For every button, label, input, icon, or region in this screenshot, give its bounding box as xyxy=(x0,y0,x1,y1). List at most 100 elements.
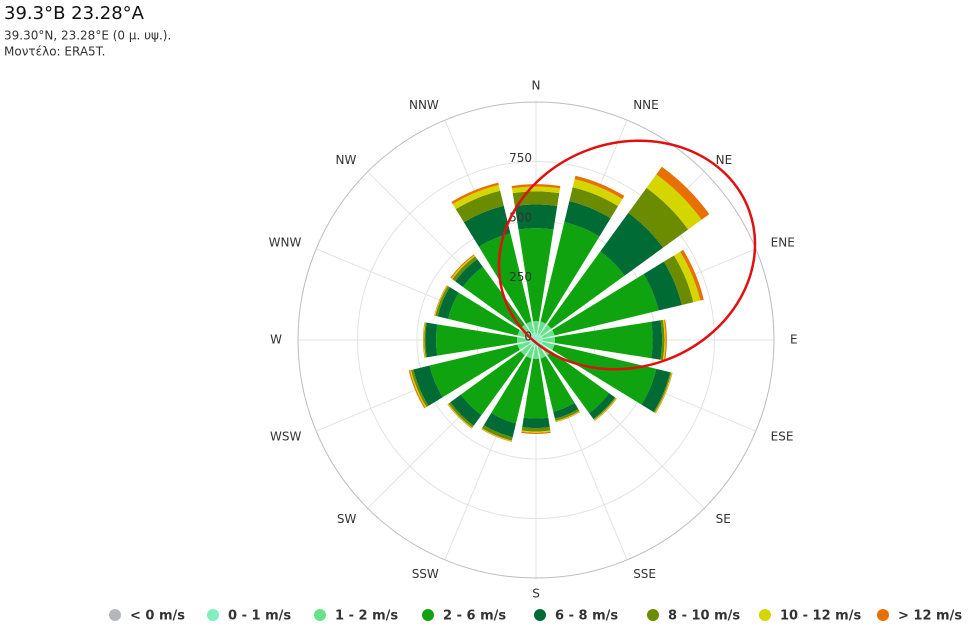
bar-segment xyxy=(542,341,555,350)
bar-segment xyxy=(656,166,710,220)
bar-segment xyxy=(460,351,525,416)
legend-marker[interactable] xyxy=(207,609,219,621)
bar-segment xyxy=(462,266,525,329)
direction-label: WNW xyxy=(269,235,302,249)
bar-segment xyxy=(478,233,532,324)
bar-segment xyxy=(520,324,532,336)
bar-segment xyxy=(434,285,448,316)
bar-segment xyxy=(481,425,513,441)
legend-label[interactable]: 6 - 8 m/s xyxy=(555,609,618,624)
bars xyxy=(408,166,710,442)
bar-segment xyxy=(435,285,450,317)
direction-label: ENE xyxy=(771,235,795,249)
bar-segment xyxy=(536,336,543,340)
direction-label: WSW xyxy=(270,430,301,444)
direction-label: NW xyxy=(336,153,357,167)
bar-segment xyxy=(521,426,551,432)
bar-segment xyxy=(463,205,511,247)
bar-segment xyxy=(520,344,532,356)
bar-segment xyxy=(423,322,426,358)
direction-label: N xyxy=(532,79,541,93)
bar-segment xyxy=(511,186,561,194)
bar-segment xyxy=(536,340,542,346)
direction-label: S xyxy=(532,587,540,601)
chart-subtitle: 39.30°N, 23.28°E (0 μ. υψ.). xyxy=(4,29,171,43)
legend-marker[interactable] xyxy=(647,609,659,621)
legend: < 0 m/s 0 - 1 m/s 1 - 2 m/s 2 - 6 m/s 6 - 8 … xyxy=(109,609,962,624)
bar-segment xyxy=(555,411,580,422)
direction-label: E xyxy=(790,333,798,347)
bar-segment xyxy=(452,256,478,282)
legend-marker[interactable] xyxy=(422,609,434,621)
legend-label[interactable]: 1 - 2 m/s xyxy=(335,609,398,624)
legend-marker[interactable] xyxy=(314,609,326,621)
bar-segment xyxy=(662,319,666,361)
bar-segment xyxy=(552,274,659,336)
direction-label: SE xyxy=(716,512,731,526)
legend-marker[interactable] xyxy=(534,609,546,621)
bar-segment xyxy=(536,334,542,340)
legend-label[interactable]: 0 - 1 m/s xyxy=(228,609,291,624)
legend-marker[interactable] xyxy=(109,609,121,621)
radial-tick-label: 750 xyxy=(509,151,532,165)
bar-segment xyxy=(436,324,518,356)
bar-segment xyxy=(451,255,476,280)
bar-segment xyxy=(651,320,663,360)
bar-segment xyxy=(537,346,546,359)
direction-label: NE xyxy=(716,153,733,167)
legend-label[interactable]: 8 - 10 m/s xyxy=(668,609,740,624)
bar-segment xyxy=(450,254,475,279)
legend-label[interactable]: < 0 m/s xyxy=(130,609,185,624)
bar-segment xyxy=(555,411,581,423)
direction-label: NNW xyxy=(409,98,439,112)
bar-segment xyxy=(514,204,558,230)
bar-segment xyxy=(511,184,561,189)
bar-segment xyxy=(521,431,551,435)
bar-segment xyxy=(543,337,556,343)
direction-label: W xyxy=(270,333,282,347)
bar-segment xyxy=(450,394,482,426)
bar-segment xyxy=(452,184,501,210)
legend-marker[interactable] xyxy=(759,609,771,621)
labels: NNNENEENEEESESESSESSSWSWWSWWWNWNWNNW0250… xyxy=(269,79,798,601)
radial-tick-label: 500 xyxy=(509,211,532,225)
bar-segment xyxy=(641,368,671,413)
bar-segment xyxy=(522,417,550,429)
direction-label: NNE xyxy=(633,98,659,112)
legend-label[interactable]: 10 - 12 m/s xyxy=(780,609,861,624)
bar-segment xyxy=(424,322,427,358)
bar-segment xyxy=(422,322,425,358)
bar-segment xyxy=(521,430,551,433)
bar-segment xyxy=(574,175,625,199)
bar-segment xyxy=(526,321,535,334)
legend-label[interactable]: > 12 m/s xyxy=(898,609,962,624)
bar-segment xyxy=(589,393,615,419)
bar-segment xyxy=(448,292,520,336)
bar-segment xyxy=(564,201,611,237)
bar-segment xyxy=(532,333,536,340)
bar-segment xyxy=(536,340,543,344)
bar-segment xyxy=(660,319,665,361)
legend-label[interactable]: 2 - 6 m/s xyxy=(443,609,506,624)
bar-segment xyxy=(523,358,549,419)
bar-segment xyxy=(552,344,657,405)
bar-segment xyxy=(547,251,625,329)
radial-tick-label: 250 xyxy=(509,270,532,284)
bar-segment xyxy=(594,398,617,421)
bar-segment xyxy=(542,330,555,339)
bar-segment xyxy=(491,356,532,424)
bar-segment xyxy=(540,324,552,336)
bar-segment xyxy=(646,174,702,230)
bar-segment xyxy=(540,356,575,412)
direction-label: SSW xyxy=(412,567,439,581)
bar-segment xyxy=(572,179,623,207)
bar-segment xyxy=(517,341,530,350)
bar-segment xyxy=(411,369,429,408)
bar-segment xyxy=(536,338,544,342)
bar-segment xyxy=(425,322,438,358)
bar-segment xyxy=(643,261,682,311)
direction-label: SSE xyxy=(633,567,656,581)
legend-marker[interactable] xyxy=(877,609,889,621)
